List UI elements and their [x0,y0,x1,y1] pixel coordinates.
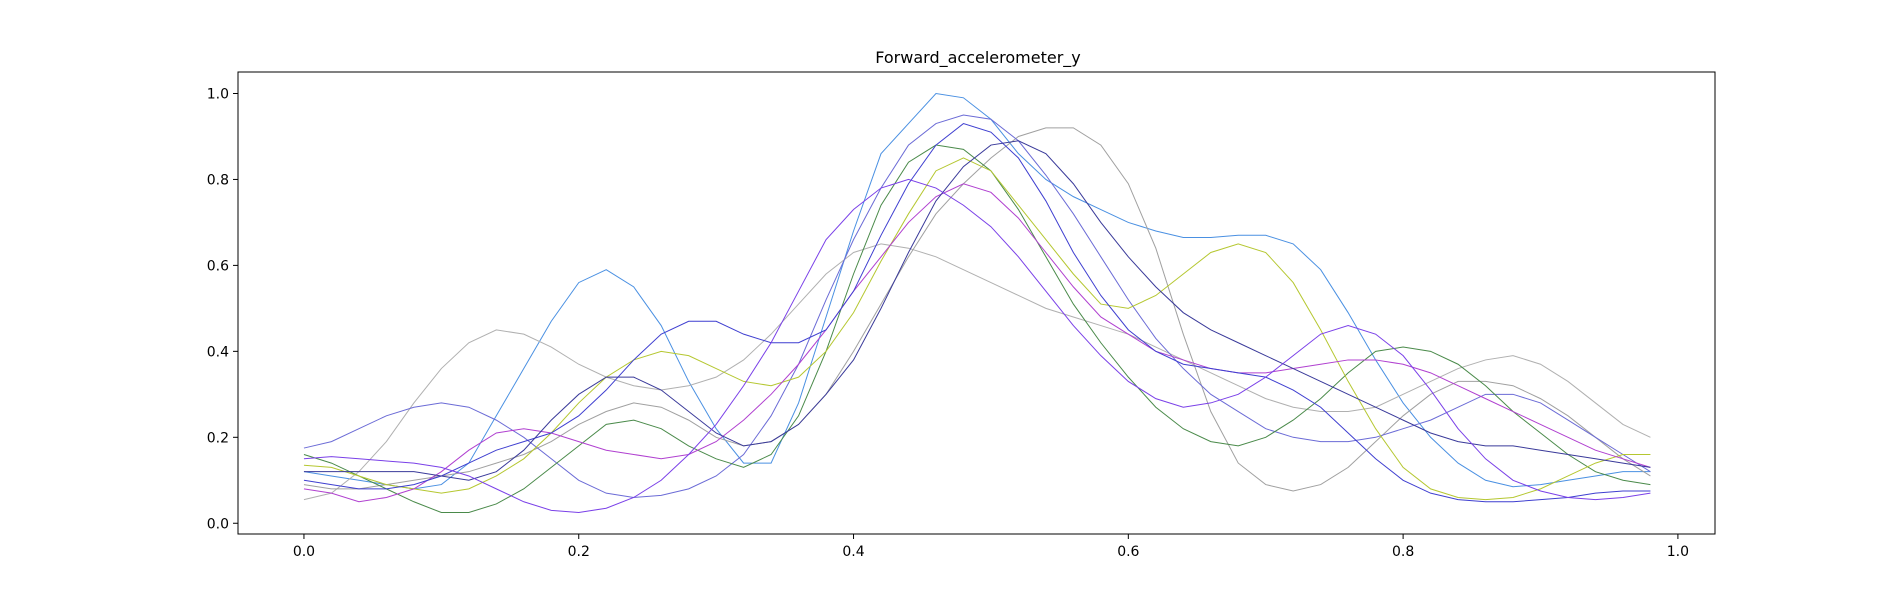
series-line-10 [303,178,1651,514]
y-tick-label: 0.0 [207,516,229,532]
series-line-3 [303,127,1651,492]
series-line-5 [303,144,1651,514]
series-line-4 [303,114,1651,498]
y-tick-label: 0.8 [207,172,229,188]
y-tick-label: 0.2 [207,430,229,446]
y-tick-label: 0.4 [207,344,229,360]
y-tick-label: 0.6 [207,258,229,274]
series-group [303,92,1651,514]
x-tick-label: 0.2 [568,544,590,560]
x-tick-label: 0.8 [1392,544,1414,560]
x-axis-ticks: 0.0 0.2 0.4 0.6 0.8 1.0 [293,534,1689,560]
series-line-6 [303,157,1651,501]
plot-frame [237,71,1716,535]
series-line-9 [303,140,1651,481]
x-tick-label: 0.0 [293,544,315,560]
series-line-8 [303,123,1651,503]
series-line-7 [303,183,1651,503]
y-axis-ticks: 0.0 0.2 0.4 0.6 0.8 1.0 [207,86,238,532]
x-tick-label: 0.6 [1117,544,1139,560]
chart-title: Forward_accelerometer_y [875,48,1080,68]
series-line-1 [303,92,1651,490]
series-line-2 [303,243,1651,501]
x-tick-label: 0.4 [842,544,864,560]
y-tick-label: 1.0 [207,86,229,102]
x-tick-label: 1.0 [1667,544,1689,560]
